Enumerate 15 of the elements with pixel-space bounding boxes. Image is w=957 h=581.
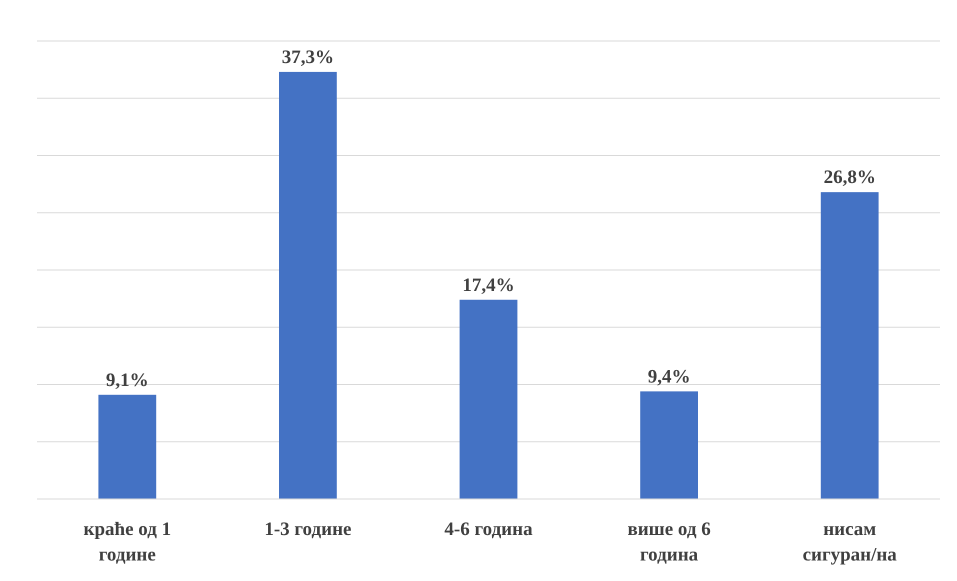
bar: [460, 300, 518, 499]
data-label: 9,1%: [106, 370, 149, 391]
bar: [279, 72, 337, 499]
bar: [820, 192, 879, 499]
data-label: 26,8%: [824, 167, 876, 188]
bar: [640, 391, 698, 499]
bar: [98, 394, 156, 499]
x-tick-label: нисам сигуран/на: [802, 519, 898, 566]
x-tick-label: више од 6 година: [627, 519, 711, 566]
x-tick-label: 4-6 година: [444, 519, 534, 540]
x-tick-label: краће од 1 године: [84, 519, 172, 566]
data-label: 17,4%: [462, 274, 515, 296]
data-label: 9,4%: [648, 366, 690, 388]
x-tick-label: 1-3 године: [264, 519, 352, 540]
data-label: 37,3%: [282, 46, 334, 68]
